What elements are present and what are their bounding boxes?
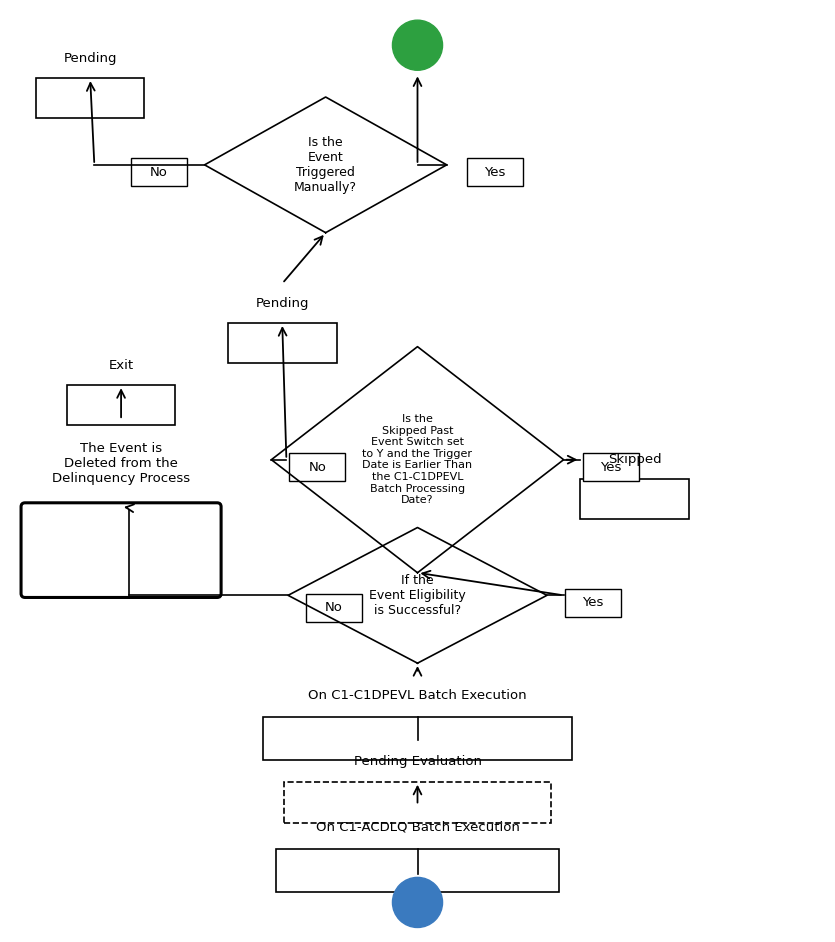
- Text: No: No: [325, 601, 343, 614]
- Text: Yes: Yes: [484, 166, 506, 179]
- Text: Yes: Yes: [582, 596, 604, 609]
- FancyBboxPatch shape: [564, 589, 621, 617]
- Text: Exit: Exit: [109, 359, 134, 372]
- Circle shape: [392, 877, 443, 928]
- FancyBboxPatch shape: [306, 593, 362, 622]
- FancyBboxPatch shape: [284, 782, 551, 823]
- Text: No: No: [308, 461, 326, 474]
- Text: Pending: Pending: [63, 52, 117, 65]
- Text: Pending Evaluation: Pending Evaluation: [353, 755, 482, 768]
- FancyBboxPatch shape: [228, 323, 337, 363]
- Text: Skipped: Skipped: [608, 453, 661, 466]
- FancyBboxPatch shape: [580, 479, 689, 519]
- FancyBboxPatch shape: [276, 849, 559, 892]
- FancyBboxPatch shape: [21, 503, 221, 597]
- FancyBboxPatch shape: [467, 158, 524, 187]
- Text: The Event is
Deleted from the
Delinquency Process: The Event is Deleted from the Delinquenc…: [52, 442, 190, 485]
- Text: On C1-C1DPEVL Batch Execution: On C1-C1DPEVL Batch Execution: [308, 689, 527, 702]
- Text: Yes: Yes: [600, 461, 622, 474]
- FancyBboxPatch shape: [583, 453, 640, 481]
- Text: If the
Event Eligibility
is Successful?: If the Event Eligibility is Successful?: [369, 574, 466, 617]
- FancyBboxPatch shape: [263, 717, 572, 760]
- Text: Pending: Pending: [256, 297, 309, 310]
- Circle shape: [392, 20, 443, 71]
- Text: Is the
Event
Triggered
Manually?: Is the Event Triggered Manually?: [294, 136, 357, 194]
- Text: Is the
Skipped Past
Event Switch set
to Y and the Trigger
Date is Earlier Than
t: Is the Skipped Past Event Switch set to …: [362, 414, 473, 505]
- Text: On C1-ACDLQ Batch Execution: On C1-ACDLQ Batch Execution: [316, 820, 519, 834]
- FancyBboxPatch shape: [36, 78, 144, 118]
- Text: No: No: [149, 166, 168, 179]
- FancyBboxPatch shape: [130, 158, 187, 187]
- FancyBboxPatch shape: [289, 453, 346, 481]
- FancyBboxPatch shape: [67, 385, 175, 425]
